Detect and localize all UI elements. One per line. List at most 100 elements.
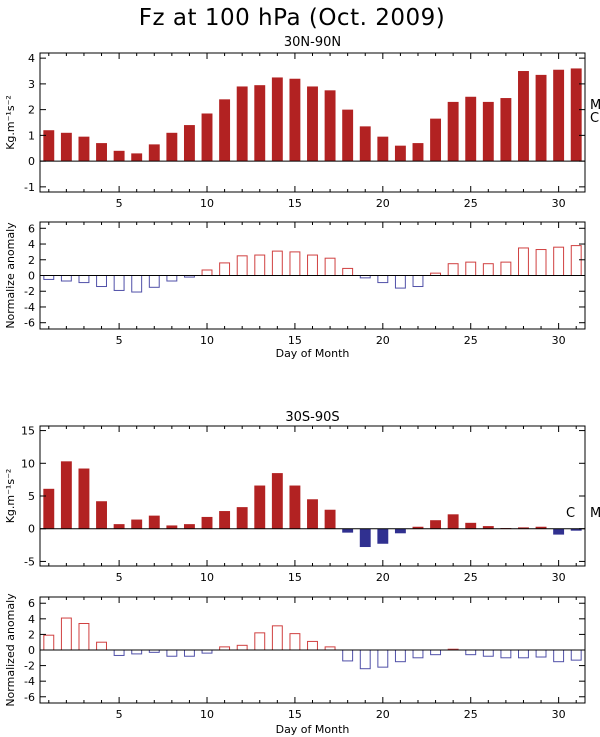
panel-30n-90n-flux: 30N-90N -1 0 1 2 3 4 5 10 15 20 25 30 Kg.m⁻¹s⁻² MC xyxy=(4,35,600,210)
bar-day-23 xyxy=(430,118,442,162)
y-tick-label: 1 xyxy=(28,129,35,142)
anomaly-bar-day-24 xyxy=(447,263,459,276)
anomaly-bar-day-23 xyxy=(430,649,442,656)
anomaly-bar-day-15 xyxy=(289,251,301,277)
x-tick-label: 25 xyxy=(464,708,478,721)
x-tick-label: 25 xyxy=(464,197,478,210)
anomaly-bar-day-14 xyxy=(271,625,283,651)
x-tick-label: 15 xyxy=(288,197,302,210)
anomaly-bar-day-12 xyxy=(236,644,248,651)
x-tick-label: 25 xyxy=(464,571,478,584)
anomaly-bar-day-10 xyxy=(201,269,213,276)
y-tick-label: -1 xyxy=(24,181,35,194)
anomaly-bar-day-21 xyxy=(394,275,406,289)
x-tick-label: 25 xyxy=(464,334,478,347)
x-tick-label: 20 xyxy=(376,197,390,210)
x-axis-label: Day of Month xyxy=(276,723,350,736)
x-tick-label: 15 xyxy=(288,334,302,347)
bar-day-3 xyxy=(78,468,90,529)
x-tick-label: 5 xyxy=(116,571,123,584)
bar-day-26 xyxy=(482,101,494,162)
bar-day-24 xyxy=(447,101,459,162)
bar-day-20 xyxy=(377,528,389,544)
anomaly-bar-day-11 xyxy=(219,262,231,277)
y-tick-label: 0 xyxy=(28,644,35,657)
x-tick-label: 5 xyxy=(116,197,123,210)
y-tick-label: -4 xyxy=(24,675,35,688)
side-marker-m: M xyxy=(590,506,600,521)
bar-day-1 xyxy=(43,130,55,162)
plot-frame xyxy=(39,425,586,567)
bar-day-3 xyxy=(78,136,90,162)
bar-day-11 xyxy=(219,99,231,162)
y-axis-label: Kg.m⁻¹s⁻² xyxy=(4,95,17,150)
bar-day-13 xyxy=(254,485,266,529)
bar-day-9 xyxy=(183,524,195,529)
y-tick-label: 0 xyxy=(28,270,35,283)
anomaly-bar-day-27 xyxy=(500,649,512,659)
bar-day-14 xyxy=(271,473,283,529)
bar-day-21 xyxy=(394,528,406,534)
bar-day-28 xyxy=(518,71,529,162)
panel-title: 30N-90N xyxy=(284,35,341,50)
x-tick-label: 20 xyxy=(376,334,390,347)
anomaly-bar-day-25 xyxy=(465,261,477,276)
anomaly-bar-day-8 xyxy=(166,275,178,282)
x-tick-label: 10 xyxy=(200,708,214,721)
y-tick-label: -2 xyxy=(24,660,35,673)
y-tick-label: 6 xyxy=(28,597,35,610)
bar-day-22 xyxy=(412,526,424,529)
anomaly-bar-day-3 xyxy=(78,275,90,284)
y-axis-label: Normalized anomaly xyxy=(4,593,17,707)
anomaly-bar-day-27 xyxy=(500,261,512,276)
anomaly-bar-day-12 xyxy=(236,255,248,277)
bar-day-19 xyxy=(359,126,371,162)
x-tick-label: 15 xyxy=(288,708,302,721)
bar-day-23 xyxy=(430,520,442,529)
bar-day-20 xyxy=(377,136,389,162)
bar-day-30 xyxy=(553,528,565,535)
anomaly-bar-day-15 xyxy=(289,633,301,651)
bar-day-31 xyxy=(570,528,582,531)
anomaly-bar-day-19 xyxy=(359,649,371,670)
anomaly-bar-day-30 xyxy=(553,649,565,663)
anomaly-bar-day-2 xyxy=(60,617,72,651)
x-tick-label: 30 xyxy=(552,197,566,210)
y-tick-label: -5 xyxy=(24,555,35,568)
anomaly-bar-day-22 xyxy=(412,275,424,288)
bar-day-6 xyxy=(131,153,143,162)
bar-day-2 xyxy=(60,132,72,162)
anomaly-bar-day-29 xyxy=(535,249,547,276)
x-tick-label: 20 xyxy=(376,571,390,584)
bar-day-4 xyxy=(96,501,107,529)
panel-title: 30S-90S xyxy=(285,410,339,425)
anomaly-bar-day-26 xyxy=(482,649,494,657)
bar-day-10 xyxy=(201,516,213,529)
bar-day-27 xyxy=(500,98,512,162)
y-tick-label: 2 xyxy=(28,254,35,267)
anomaly-bar-day-18 xyxy=(342,649,354,662)
bar-day-10 xyxy=(201,113,213,162)
bar-day-21 xyxy=(394,145,406,162)
anomaly-bar-day-3 xyxy=(78,623,90,651)
bar-day-19 xyxy=(359,528,371,548)
anomaly-bar-day-20 xyxy=(377,275,389,284)
bar-day-8 xyxy=(166,525,178,529)
panel-30s-90s-flux: 30S-90S -5 0 5 10 15 5 10 15 20 25 30 Kg.m⁻¹s⁻² C M xyxy=(4,410,600,584)
bar-day-29 xyxy=(535,526,547,529)
anomaly-bar-day-14 xyxy=(271,250,283,276)
bar-day-6 xyxy=(131,519,143,529)
bar-day-17 xyxy=(324,90,336,162)
x-tick-label: 5 xyxy=(116,708,123,721)
anomaly-bar-day-13 xyxy=(254,254,266,276)
bar-day-18 xyxy=(342,528,354,533)
anomaly-bar-day-28 xyxy=(518,247,529,277)
y-tick-label: -6 xyxy=(24,691,35,704)
y-tick-label: 0 xyxy=(28,155,35,168)
anomaly-bar-day-5 xyxy=(113,275,125,291)
y-tick-label: 4 xyxy=(28,52,35,65)
x-tick-label: 30 xyxy=(552,708,566,721)
bar-day-1 xyxy=(43,488,55,529)
bar-day-25 xyxy=(465,96,477,162)
y-tick-label: 15 xyxy=(21,425,35,438)
